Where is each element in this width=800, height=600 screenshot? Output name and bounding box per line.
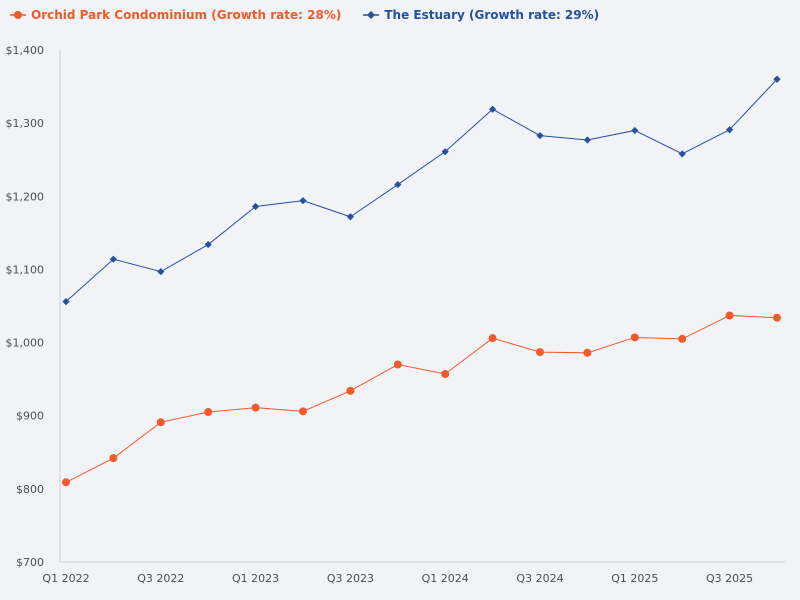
x-tick-label: Q3 2024 bbox=[516, 572, 563, 585]
data-point[interactable] bbox=[725, 311, 734, 320]
legend-label-the-estuary: The Estuary (Growth rate: 29%) bbox=[384, 8, 600, 22]
data-point[interactable] bbox=[536, 131, 544, 140]
x-tick-label: Q3 2025 bbox=[706, 572, 753, 585]
y-tick-label: $700 bbox=[16, 556, 44, 569]
data-point[interactable] bbox=[489, 105, 497, 113]
data-point[interactable] bbox=[204, 240, 212, 249]
x-tick-label: Q1 2025 bbox=[611, 572, 658, 585]
diamond-marker-icon bbox=[363, 11, 380, 19]
data-point[interactable] bbox=[299, 197, 307, 205]
legend: Orchid Park Condominium (Growth rate: 28… bbox=[10, 8, 599, 22]
x-tick-label: Q3 2022 bbox=[137, 572, 184, 585]
data-point[interactable] bbox=[346, 386, 355, 395]
data-point[interactable] bbox=[678, 334, 687, 343]
data-point[interactable] bbox=[536, 348, 544, 357]
x-tick-label: Q3 2023 bbox=[327, 572, 374, 585]
y-tick-label: $900 bbox=[16, 410, 44, 423]
data-point[interactable] bbox=[62, 478, 70, 487]
data-point[interactable] bbox=[109, 454, 118, 463]
data-point[interactable] bbox=[204, 408, 213, 417]
data-point[interactable] bbox=[394, 180, 402, 189]
data-point[interactable] bbox=[109, 255, 117, 263]
legend-item-orchid-park[interactable]: Orchid Park Condominium (Growth rate: 28… bbox=[10, 8, 341, 22]
data-point[interactable] bbox=[773, 313, 781, 322]
y-tick-label: $1,300 bbox=[6, 117, 45, 130]
data-point[interactable] bbox=[678, 150, 686, 158]
data-point[interactable] bbox=[156, 418, 165, 427]
circle-marker-icon bbox=[10, 11, 26, 19]
data-point[interactable] bbox=[773, 75, 781, 83]
data-point[interactable] bbox=[299, 407, 307, 416]
data-point[interactable] bbox=[488, 334, 497, 343]
data-point[interactable] bbox=[251, 403, 260, 412]
data-point[interactable] bbox=[441, 370, 450, 379]
data-point[interactable] bbox=[630, 333, 639, 342]
series-layer bbox=[62, 75, 781, 487]
y-tick-label: $1,200 bbox=[6, 190, 45, 203]
legend-label-orchid-park: Orchid Park Condominium (Growth rate: 28… bbox=[31, 8, 342, 22]
series-line bbox=[65, 315, 778, 483]
data-point[interactable] bbox=[62, 298, 70, 306]
data-point[interactable] bbox=[583, 348, 592, 357]
data-point[interactable] bbox=[346, 213, 354, 221]
x-tick-label: Q1 2022 bbox=[42, 572, 89, 585]
x-tick-label: Q1 2023 bbox=[232, 572, 279, 585]
y-tick-label: $1,000 bbox=[6, 337, 45, 350]
y-tick-label: $1,100 bbox=[6, 263, 45, 276]
data-point[interactable] bbox=[252, 202, 260, 211]
series-0 bbox=[62, 311, 781, 487]
data-point[interactable] bbox=[393, 360, 402, 369]
data-point[interactable] bbox=[583, 136, 591, 144]
series-1 bbox=[62, 75, 781, 306]
x-tick-label: Q1 2024 bbox=[422, 572, 469, 585]
data-point[interactable] bbox=[157, 268, 165, 276]
legend-item-the-estuary[interactable]: The Estuary (Growth rate: 29%) bbox=[363, 8, 599, 22]
axes: $700 $800 $900 $1,000 $1,100 $1,200 $1,300 $1,4… bbox=[6, 44, 785, 585]
series-line bbox=[65, 78, 778, 302]
data-point[interactable] bbox=[631, 126, 639, 135]
data-point[interactable] bbox=[441, 148, 449, 156]
data-point[interactable] bbox=[726, 126, 734, 134]
y-tick-label: $800 bbox=[16, 483, 44, 496]
y-tick-label: $1,400 bbox=[6, 44, 45, 57]
